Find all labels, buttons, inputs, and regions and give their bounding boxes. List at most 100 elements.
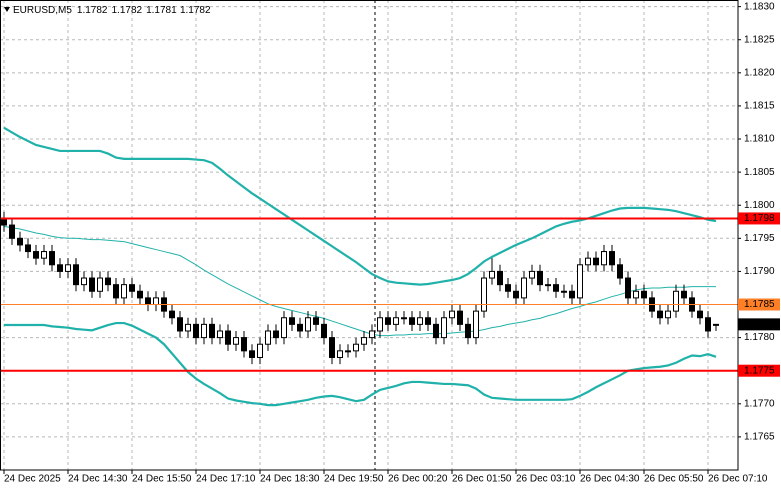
candle-body [433,323,439,339]
candle-body [257,343,263,358]
y-tick-label: 1.1805 [744,167,775,178]
candles [1,211,719,365]
plot-frame [0,0,739,471]
candle-body [273,330,279,339]
candle-body [121,284,127,299]
candle-body [89,277,95,292]
x-tick-label: 24 Dec 2025 [4,474,61,485]
header-open: 1.1782 [77,5,108,16]
candle-body [505,284,511,292]
level-tag [738,212,780,225]
candle-body [9,224,15,239]
candle-body [137,290,143,299]
candle-body [521,277,527,299]
candle-body [337,350,343,358]
candle-body [369,330,375,339]
candle-body [129,284,135,292]
candle-body [385,317,391,325]
y-tick-label: 1.1790 [744,266,775,277]
candle-body [457,310,463,325]
candle-body [561,290,567,293]
candle-body [329,337,335,358]
candle-body [265,330,271,345]
candle-body [57,264,63,272]
axes: 1.1830 1.1825 1.1820 1.1815 1.1810 1.1805 1.18… [3,1,780,485]
candle-body [577,264,583,299]
header-close: 1.1782 [180,5,211,16]
candle-body [673,290,679,312]
candle-body [233,337,239,345]
level-tag-label: 1.1775 [744,365,775,376]
candle-body [153,297,159,306]
candle-body [321,323,327,339]
candle-body [289,317,295,325]
candle-body [545,284,551,287]
chart-header: EURUSD,M5 1.1782 1.1782 1.1781 1.1782 [13,5,211,16]
candle-body [529,270,535,279]
candle-body [681,290,687,299]
candle-body [105,277,111,286]
candle-body [497,270,503,286]
candle-body [609,251,615,266]
bollinger-line [3,225,716,337]
candle-body [113,284,119,299]
candle-body [657,310,663,319]
candle-body [425,317,431,325]
x-tick-label: 26 Dec 00:20 [388,474,448,485]
candle-body [305,317,311,332]
candle-body [97,277,103,292]
candle-body [697,310,703,319]
candle-body [401,317,407,320]
y-tick-label: 1.1830 [744,1,775,12]
candle-body [241,337,247,352]
x-tick-label: 26 Dec 01:50 [452,474,512,485]
candle-body [441,317,447,339]
level-tag [738,298,780,311]
y-tick-label: 1.1765 [744,432,775,443]
candle-body [249,350,255,358]
candle-body [33,251,39,259]
candle-body [569,290,575,299]
candle-body [313,317,319,325]
y-tick-label: 1.1800 [744,200,775,211]
candle-body [345,350,351,353]
x-tick-label: 24 Dec 15:50 [132,474,192,485]
header-low: 1.1781 [146,5,177,16]
chart-title: EURUSD,M5 [13,5,72,16]
levels [0,217,738,372]
candle-body [49,251,55,266]
candle-body [417,317,423,325]
candle-body [409,317,415,325]
menu-triangle [4,7,10,12]
candle-body [625,277,631,299]
candle-body [73,264,79,286]
level-tag-label: 1.1785 [744,299,775,310]
y-tick-label: 1.1780 [744,332,775,343]
bollinger-line [3,126,717,286]
y-tick-label: 1.1810 [744,134,775,145]
overlays [3,126,717,407]
candle-body [145,297,151,306]
candle-body [361,337,367,345]
candle-body [489,270,495,279]
candle-body [617,264,623,279]
x-tick-label: 24 Dec 17:10 [196,474,256,485]
candle-body [601,251,607,266]
x-tick-label: 26 Dec 04:30 [580,474,640,485]
current-price-label: 1.1782 [744,319,775,330]
candle-body [41,251,47,259]
candle-body [449,310,455,319]
candle-body [193,323,199,339]
candle-body [177,317,183,332]
candle-body [585,257,591,266]
candle-body [465,323,471,339]
candle-body [513,290,519,299]
y-tick-label: 1.1820 [744,67,775,78]
candle-body [393,317,399,325]
y-tick-label: 1.1795 [744,233,775,244]
header-high: 1.1782 [112,5,143,16]
candle-body [377,317,383,332]
